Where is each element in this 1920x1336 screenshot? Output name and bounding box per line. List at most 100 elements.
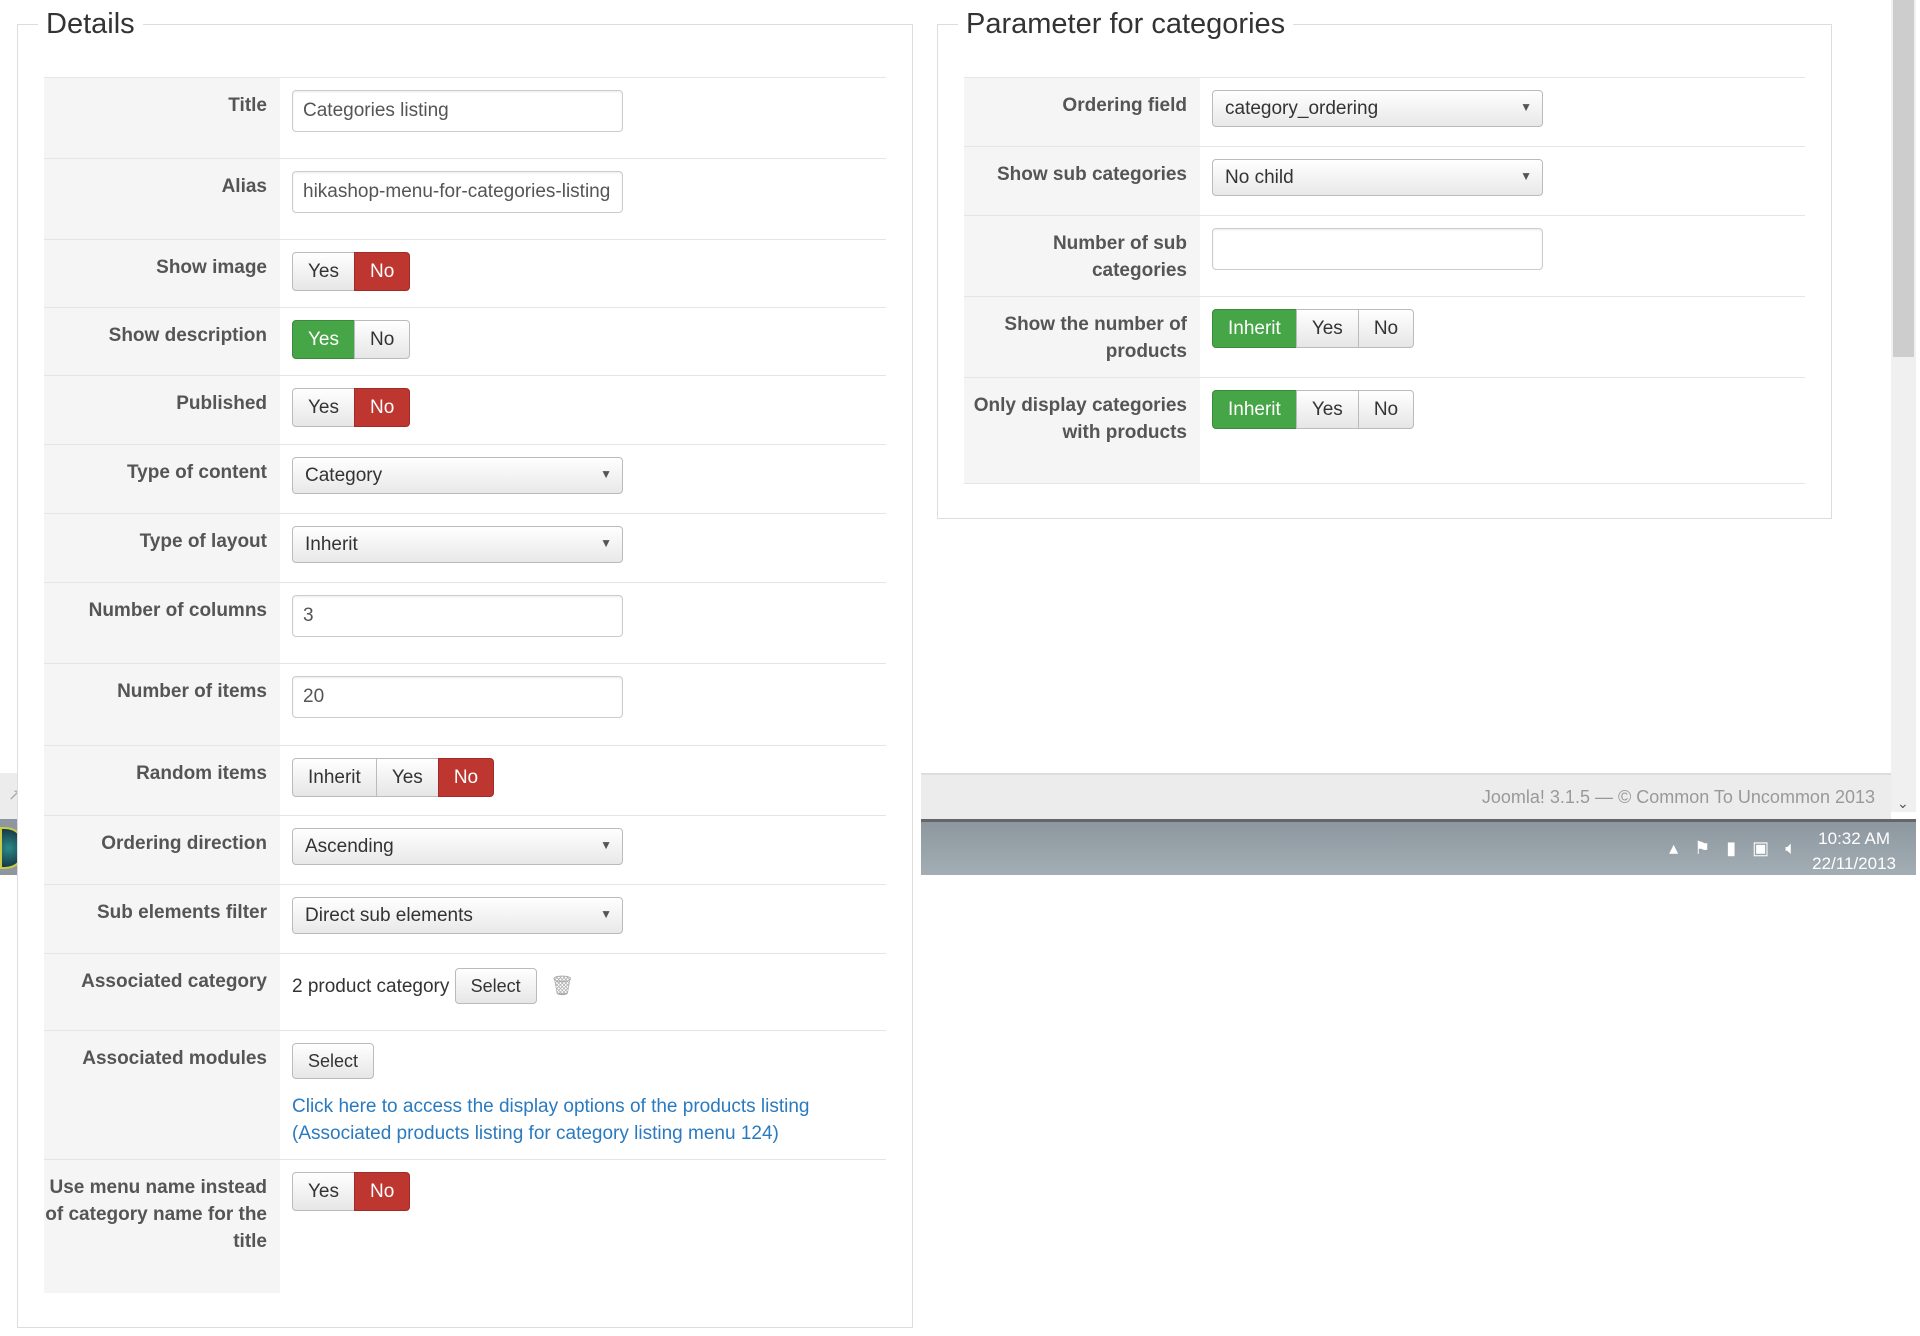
caret-down-icon: ▼	[600, 467, 612, 481]
clock[interactable]: 10:32 AM 22/11/2013	[1812, 826, 1896, 876]
details-rows: Title Categories listing Alias hikashop-me…	[44, 77, 886, 1293]
battery-icon[interactable]: ▮	[1726, 838, 1737, 858]
show-description-toggle: Yes No	[292, 320, 411, 359]
only-display-categories-row: Only display categories with products Inh…	[964, 377, 1805, 484]
field-label: Use menu name instead of category name f…	[44, 1160, 280, 1293]
number-of-items-row: Number of items 20	[44, 663, 886, 745]
show-sub-categories-select[interactable]: No child ▼	[1212, 159, 1543, 196]
caret-down-icon: ▼	[1520, 169, 1532, 183]
scrollbar-thumb[interactable]	[1893, 0, 1914, 357]
yes-button[interactable]: Yes	[292, 252, 355, 291]
use-menu-name-row: Use menu name instead of category name f…	[44, 1159, 886, 1293]
select-value: Ascending	[305, 836, 394, 857]
no-button[interactable]: No	[354, 1172, 411, 1211]
use-menu-name-toggle: Yes No	[292, 1172, 411, 1211]
ordering-direction-select[interactable]: Ascending ▼	[292, 828, 623, 865]
select-modules-button[interactable]: Select	[292, 1043, 375, 1079]
yes-button[interactable]: Yes	[292, 1172, 355, 1211]
field-label: Title	[44, 78, 280, 158]
field-label: Random items	[44, 746, 280, 815]
caret-down-icon: ▼	[1520, 100, 1532, 114]
parameters-fieldset: Parameter for categories Ordering field c…	[937, 8, 1832, 519]
yes-button[interactable]: Yes	[292, 388, 355, 427]
field-label: Show sub categories	[964, 147, 1200, 215]
field-label: Ordering direction	[44, 816, 280, 884]
ordering-direction-row: Ordering direction Ascending ▼	[44, 815, 886, 884]
products-listing-options-link[interactable]: Click here to access the display options…	[292, 1096, 810, 1144]
random-items-row: Random items Inherit Yes No	[44, 745, 886, 815]
field-label: Show image	[44, 240, 280, 307]
field-label: Type of layout	[44, 514, 280, 582]
inherit-button[interactable]: Inherit	[1212, 309, 1297, 348]
flag-icon[interactable]: ⚑	[1694, 838, 1711, 858]
field-label: Show the number of products	[964, 297, 1200, 377]
field-label: Alias	[44, 159, 280, 239]
select-value: Direct sub elements	[305, 905, 473, 926]
field-label: Show description	[44, 308, 280, 375]
type-of-layout-select[interactable]: Inherit ▼	[292, 526, 623, 563]
alias-input[interactable]: hikashop-menu-for-categories-listing	[292, 171, 623, 213]
type-of-layout-row: Type of layout Inherit ▼	[44, 513, 886, 582]
volume-icon[interactable]: 🔈︎	[1785, 838, 1796, 858]
details-legend: Details	[46, 8, 135, 40]
field-label: Associated modules	[44, 1031, 280, 1159]
inherit-button[interactable]: Inherit	[292, 758, 377, 797]
type-of-content-row: Type of content Category ▼	[44, 444, 886, 513]
title-input[interactable]: Categories listing	[292, 90, 623, 132]
field-label: Number of sub categories	[964, 216, 1200, 296]
select-category-button[interactable]: Select	[454, 968, 537, 1004]
details-fieldset: Details Title Categories listing Alias hik…	[17, 8, 913, 1328]
page-footer: Joomla! 3.1.5 — © Common To Uncommon 201…	[921, 773, 1891, 819]
published-row: Published Yes No	[44, 375, 886, 444]
yes-button[interactable]: Yes	[1295, 309, 1359, 348]
system-tray: ▴ ⚑ ▮ ▣ 🔈︎	[1669, 838, 1796, 859]
select-value: No child	[1225, 167, 1294, 188]
select-value: Category	[305, 465, 383, 486]
trash-icon[interactable]: 🗑︎	[549, 976, 575, 997]
parameters-legend: Parameter for categories	[966, 8, 1286, 40]
no-button[interactable]: No	[1357, 309, 1415, 348]
number-of-columns-input[interactable]: 3	[292, 595, 623, 637]
no-button[interactable]: No	[354, 252, 411, 291]
show-hidden-icons-icon[interactable]: ▴	[1669, 838, 1679, 858]
show-description-row: Show description Yes No	[44, 307, 886, 375]
field-label: Published	[44, 376, 280, 444]
yes-button[interactable]: Yes	[292, 320, 355, 359]
published-toggle: Yes No	[292, 388, 411, 427]
title-row: Title Categories listing	[44, 77, 886, 158]
sub-elements-filter-row: Sub elements filter Direct sub elements ▼	[44, 884, 886, 953]
field-label: Type of content	[44, 445, 280, 513]
field-label: Number of columns	[44, 583, 280, 663]
field-label: Ordering field	[964, 78, 1200, 146]
no-button[interactable]: No	[437, 758, 495, 797]
caret-down-icon: ▼	[600, 838, 612, 852]
show-number-of-products-toggle: Inherit Yes No	[1212, 309, 1415, 348]
clock-date: 22/11/2013	[1812, 854, 1896, 873]
yes-button[interactable]: Yes	[375, 758, 439, 797]
show-image-row: Show image Yes No	[44, 239, 886, 307]
number-of-sub-categories-row: Number of sub categories	[964, 215, 1805, 296]
yes-button[interactable]: Yes	[1295, 390, 1359, 429]
associated-category-row: Associated category 2 product category Se…	[44, 953, 886, 1030]
ordering-field-select[interactable]: category_ordering ▼	[1212, 90, 1543, 127]
only-display-categories-toggle: Inherit Yes No	[1212, 390, 1415, 429]
no-button[interactable]: No	[1357, 390, 1415, 429]
no-button[interactable]: No	[354, 388, 411, 427]
inherit-button[interactable]: Inherit	[1212, 390, 1297, 429]
type-of-content-select[interactable]: Category ▼	[292, 457, 623, 494]
clock-time: 10:32 AM	[1818, 829, 1890, 848]
network-icon[interactable]: ▣	[1752, 838, 1770, 858]
number-of-items-input[interactable]: 20	[292, 676, 623, 718]
sub-elements-filter-select[interactable]: Direct sub elements ▼	[292, 897, 623, 934]
ordering-field-row: Ordering field category_ordering ▼	[964, 77, 1805, 146]
field-label: Associated category	[44, 954, 280, 1030]
no-button[interactable]: No	[354, 320, 411, 359]
scrollbar[interactable]: ⌄	[1891, 0, 1916, 812]
show-image-toggle: Yes No	[292, 252, 411, 291]
parameters-rows: Ordering field category_ordering ▼ Show su…	[964, 77, 1805, 484]
number-of-sub-categories-input[interactable]	[1212, 228, 1543, 270]
caret-down-icon: ▼	[600, 907, 612, 921]
scroll-down-icon[interactable]: ⌄	[1897, 795, 1909, 811]
field-label: Number of items	[44, 664, 280, 745]
taskbar: ▴ ⚑ ▮ ▣ 🔈︎ 10:32 AM 22/11/2013	[921, 819, 1916, 875]
